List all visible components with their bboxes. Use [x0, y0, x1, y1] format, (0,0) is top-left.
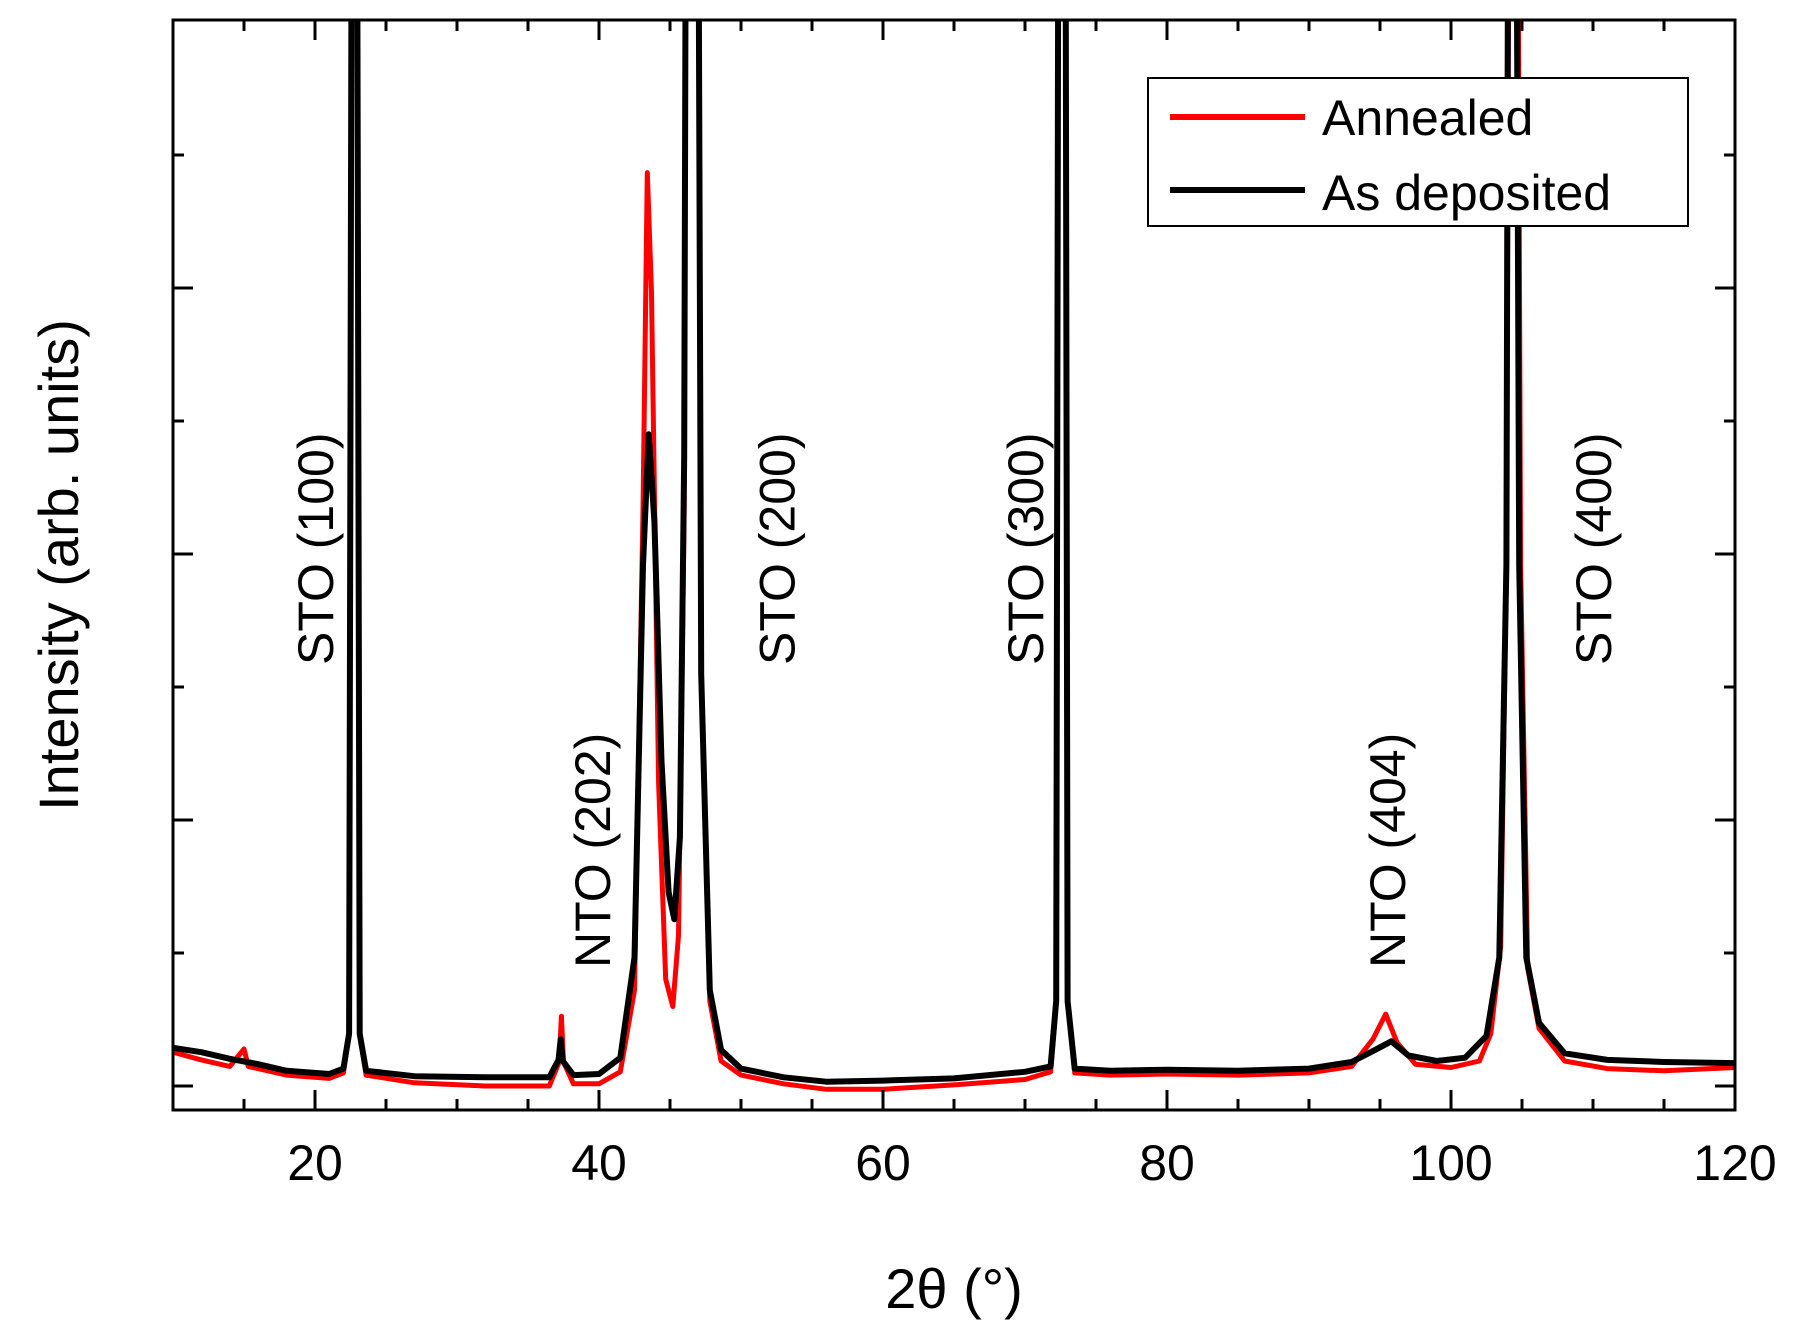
x-tick-label: 60	[855, 1135, 911, 1191]
peak-label: STO (100)	[288, 433, 344, 666]
peak-label: STO (200)	[750, 433, 806, 666]
y-axis-title: Intensity (arb. units)	[27, 319, 90, 811]
legend: Annealed As deposited	[1147, 77, 1689, 227]
x-tick-label: 80	[1139, 1135, 1195, 1191]
series-line-as-deposited	[173, 20, 1735, 1085]
peak-label: NTO (404)	[1360, 733, 1416, 968]
x-tick-label: 20	[287, 1135, 343, 1191]
peak-label: STO (300)	[998, 433, 1054, 666]
peak-label: NTO (202)	[565, 733, 621, 968]
legend-label-as-deposited: As deposited	[1322, 165, 1611, 221]
tick-label-layer: 20 40 60 80 100 120	[287, 1135, 1777, 1191]
x-tick-label: 40	[571, 1135, 627, 1191]
legend-label-annealed: Annealed	[1322, 90, 1533, 146]
peak-label: STO (400)	[1566, 433, 1622, 666]
x-tick-label: 100	[1409, 1135, 1492, 1191]
legend-box	[1147, 77, 1689, 227]
x-tick-label: 120	[1693, 1135, 1776, 1191]
annotation-layer: STO (100) NTO (202) STO (200) STO (300) NTO …	[288, 433, 1622, 969]
x-axis-title: 2θ (°)	[885, 1257, 1023, 1320]
series-layer	[173, 20, 1735, 1092]
tick-layer	[171, 20, 1737, 1110]
